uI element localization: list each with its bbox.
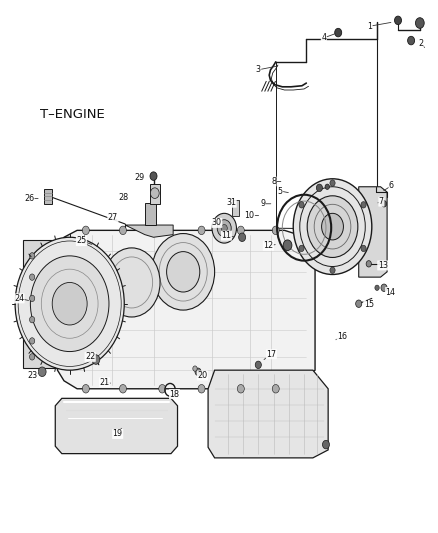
Text: 8: 8: [271, 177, 276, 186]
Circle shape: [159, 226, 166, 235]
Circle shape: [217, 220, 231, 237]
Circle shape: [38, 367, 46, 376]
Text: 10: 10: [244, 211, 254, 220]
Circle shape: [381, 284, 387, 292]
Text: 19: 19: [113, 430, 123, 439]
Circle shape: [82, 226, 89, 235]
Polygon shape: [145, 203, 155, 225]
Circle shape: [361, 201, 366, 208]
Circle shape: [416, 18, 424, 28]
Text: 4: 4: [321, 34, 326, 43]
Text: 15: 15: [364, 300, 374, 309]
Circle shape: [408, 36, 415, 45]
Circle shape: [92, 355, 100, 365]
Text: 9: 9: [260, 199, 265, 208]
Circle shape: [325, 184, 329, 189]
Text: 12: 12: [263, 241, 273, 251]
Circle shape: [237, 384, 244, 393]
Circle shape: [198, 226, 205, 235]
Polygon shape: [55, 398, 177, 454]
Text: 7: 7: [379, 197, 384, 206]
Text: 26: 26: [24, 194, 34, 203]
Circle shape: [381, 200, 387, 207]
Text: 16: 16: [337, 332, 347, 341]
Circle shape: [272, 226, 279, 235]
Polygon shape: [125, 225, 173, 237]
Circle shape: [120, 226, 127, 235]
Text: 21: 21: [99, 378, 110, 387]
Circle shape: [29, 354, 35, 360]
Polygon shape: [22, 240, 67, 368]
Circle shape: [152, 233, 215, 310]
Circle shape: [150, 188, 159, 198]
Circle shape: [193, 366, 197, 371]
Text: 3: 3: [256, 66, 261, 74]
Text: 13: 13: [378, 261, 388, 270]
Circle shape: [395, 16, 402, 25]
Circle shape: [221, 224, 227, 232]
Circle shape: [120, 384, 127, 393]
Circle shape: [293, 179, 372, 274]
Text: 24: 24: [14, 294, 24, 303]
Circle shape: [321, 213, 343, 240]
Circle shape: [30, 256, 109, 352]
Text: 17: 17: [266, 350, 276, 359]
Circle shape: [283, 240, 292, 251]
Text: T–ENGINE: T–ENGINE: [40, 109, 105, 122]
Text: 18: 18: [170, 390, 180, 399]
Text: 11: 11: [222, 231, 231, 240]
Polygon shape: [57, 230, 315, 389]
Polygon shape: [208, 370, 328, 458]
Circle shape: [212, 213, 237, 243]
Circle shape: [356, 300, 362, 308]
Circle shape: [330, 180, 335, 186]
Text: 31: 31: [226, 198, 236, 207]
Text: 23: 23: [28, 371, 38, 380]
Circle shape: [82, 384, 89, 393]
Circle shape: [29, 338, 35, 344]
Circle shape: [335, 28, 342, 37]
Circle shape: [52, 282, 87, 325]
Circle shape: [255, 361, 261, 368]
Circle shape: [307, 196, 358, 257]
Circle shape: [316, 184, 322, 191]
Polygon shape: [232, 200, 239, 216]
Text: 2: 2: [418, 39, 423, 48]
Circle shape: [150, 172, 157, 180]
Circle shape: [366, 261, 371, 267]
Circle shape: [375, 285, 379, 290]
Circle shape: [159, 384, 166, 393]
Circle shape: [272, 384, 279, 393]
Text: 28: 28: [118, 193, 128, 202]
Circle shape: [239, 233, 246, 241]
Text: 25: 25: [76, 237, 87, 246]
Circle shape: [103, 248, 160, 317]
Circle shape: [166, 252, 200, 292]
Polygon shape: [44, 189, 52, 204]
Circle shape: [15, 237, 124, 370]
Circle shape: [330, 267, 335, 273]
Polygon shape: [150, 184, 160, 204]
Circle shape: [361, 245, 366, 252]
Circle shape: [195, 368, 201, 375]
Circle shape: [322, 440, 329, 449]
Text: 6: 6: [389, 181, 394, 190]
Text: 29: 29: [134, 173, 145, 182]
Text: 30: 30: [212, 219, 222, 228]
Circle shape: [29, 253, 35, 259]
Circle shape: [299, 201, 304, 208]
Circle shape: [198, 384, 205, 393]
Circle shape: [29, 317, 35, 323]
Text: 20: 20: [198, 371, 208, 380]
Circle shape: [29, 295, 35, 302]
Polygon shape: [359, 187, 387, 277]
Circle shape: [299, 245, 304, 252]
Circle shape: [237, 226, 244, 235]
Text: 1: 1: [367, 22, 372, 31]
Text: 14: 14: [385, 287, 396, 296]
Text: 27: 27: [108, 213, 118, 222]
Text: 22: 22: [85, 352, 95, 361]
Circle shape: [29, 274, 35, 280]
Text: 5: 5: [278, 187, 283, 196]
